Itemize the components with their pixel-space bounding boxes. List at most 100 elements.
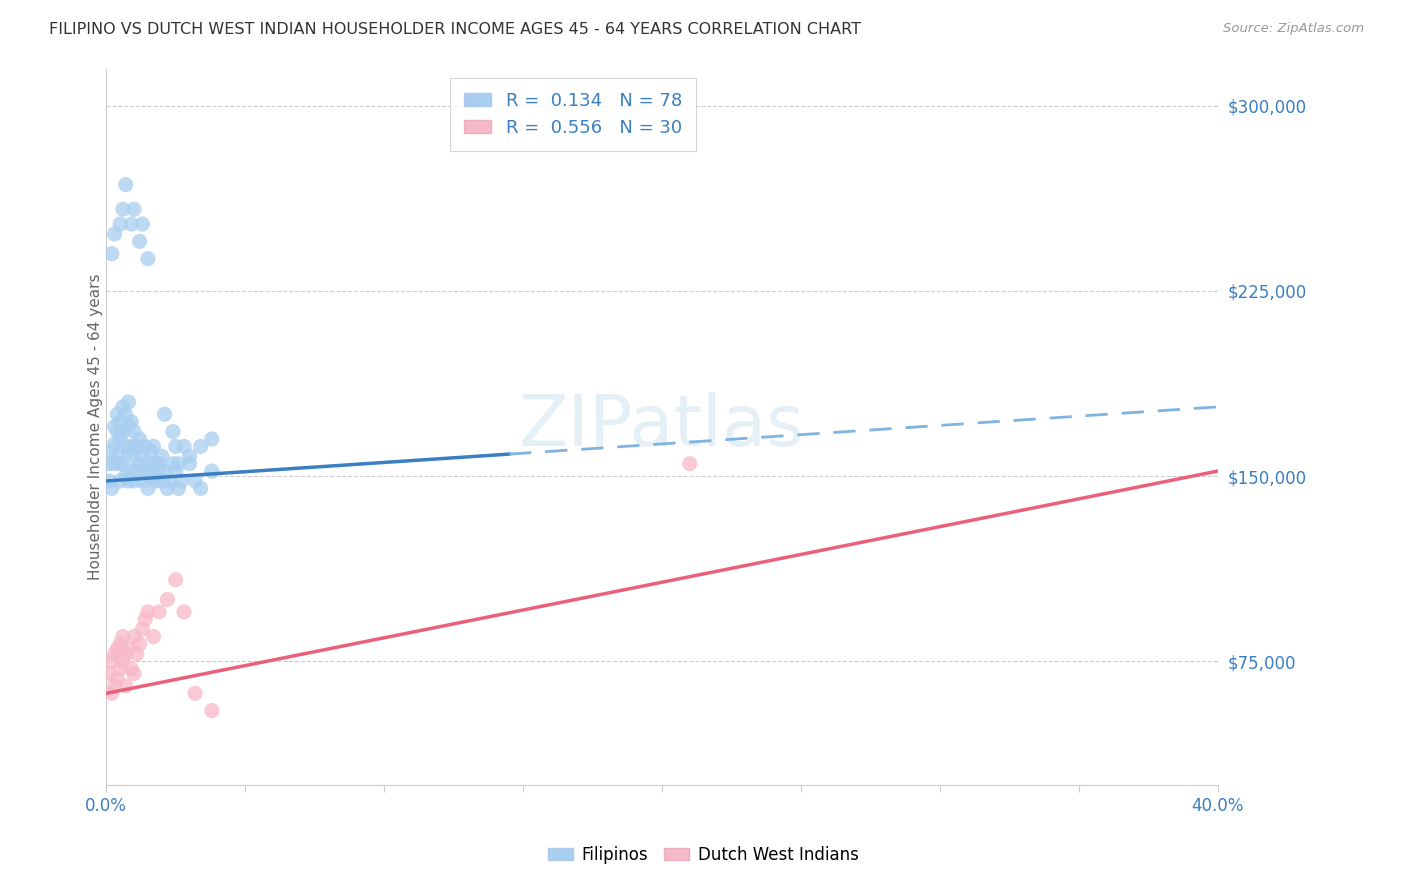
Point bbox=[184, 686, 207, 700]
Point bbox=[111, 654, 134, 668]
Point bbox=[201, 464, 224, 478]
Point bbox=[184, 474, 207, 488]
Point bbox=[122, 450, 145, 464]
Point bbox=[111, 630, 134, 644]
Point bbox=[173, 605, 195, 619]
Point bbox=[120, 439, 142, 453]
Point bbox=[103, 679, 125, 693]
Point bbox=[134, 612, 156, 626]
Text: ZIPatlas: ZIPatlas bbox=[519, 392, 804, 461]
Point bbox=[190, 439, 212, 453]
Point bbox=[103, 419, 125, 434]
Point bbox=[108, 662, 131, 676]
Point bbox=[134, 439, 156, 453]
Point bbox=[173, 439, 195, 453]
Point bbox=[136, 482, 159, 496]
Point bbox=[136, 252, 159, 266]
Point bbox=[162, 425, 184, 439]
Point bbox=[125, 464, 148, 478]
Point bbox=[131, 622, 153, 636]
Legend: Filipinos, Dutch West Indians: Filipinos, Dutch West Indians bbox=[541, 839, 865, 871]
Point bbox=[108, 432, 131, 446]
Point bbox=[142, 630, 165, 644]
Point bbox=[114, 647, 136, 661]
Point bbox=[103, 227, 125, 241]
Point bbox=[117, 419, 139, 434]
Point bbox=[139, 444, 162, 458]
Point bbox=[125, 647, 148, 661]
Point bbox=[117, 474, 139, 488]
Point bbox=[101, 482, 124, 496]
Point bbox=[156, 592, 179, 607]
Point bbox=[131, 450, 153, 464]
Point bbox=[120, 464, 142, 478]
Point bbox=[179, 450, 201, 464]
Point bbox=[108, 415, 131, 429]
Point bbox=[190, 482, 212, 496]
Point bbox=[131, 217, 153, 231]
Point bbox=[108, 474, 131, 488]
Point bbox=[114, 469, 136, 483]
Point bbox=[170, 474, 193, 488]
Point bbox=[105, 450, 128, 464]
Point bbox=[150, 450, 173, 464]
Point bbox=[136, 457, 159, 471]
Point bbox=[159, 474, 181, 488]
Point bbox=[101, 444, 124, 458]
Point bbox=[201, 704, 224, 718]
Point bbox=[145, 474, 167, 488]
Point bbox=[98, 666, 121, 681]
Point bbox=[122, 666, 145, 681]
Point bbox=[125, 439, 148, 453]
Point bbox=[134, 464, 156, 478]
Point bbox=[101, 686, 124, 700]
Point bbox=[128, 457, 150, 471]
Point bbox=[111, 457, 134, 471]
Point bbox=[122, 474, 145, 488]
Point bbox=[142, 457, 165, 471]
Point bbox=[111, 202, 134, 217]
Point bbox=[165, 464, 187, 478]
Point bbox=[103, 437, 125, 451]
Point bbox=[167, 482, 190, 496]
Point bbox=[131, 474, 153, 488]
Point bbox=[162, 457, 184, 471]
Point bbox=[165, 573, 187, 587]
Point bbox=[128, 432, 150, 446]
Point bbox=[98, 457, 121, 471]
Point bbox=[108, 217, 131, 231]
Text: FILIPINO VS DUTCH WEST INDIAN HOUSEHOLDER INCOME AGES 45 - 64 YEARS CORRELATION : FILIPINO VS DUTCH WEST INDIAN HOUSEHOLDE… bbox=[49, 22, 862, 37]
Point bbox=[105, 407, 128, 421]
Point bbox=[128, 235, 150, 249]
Point bbox=[120, 217, 142, 231]
Point bbox=[101, 654, 124, 668]
Point bbox=[108, 637, 131, 651]
Point bbox=[120, 415, 142, 429]
Point bbox=[142, 439, 165, 453]
Point bbox=[101, 246, 124, 260]
Point bbox=[105, 641, 128, 656]
Point bbox=[148, 457, 170, 471]
Point bbox=[156, 482, 179, 496]
Legend: R =  0.134   N = 78, R =  0.556   N = 30: R = 0.134 N = 78, R = 0.556 N = 30 bbox=[450, 78, 696, 152]
Point bbox=[105, 425, 128, 439]
Point bbox=[128, 637, 150, 651]
Point bbox=[98, 474, 121, 488]
Point bbox=[105, 672, 128, 686]
Point bbox=[111, 425, 134, 439]
Point bbox=[122, 202, 145, 217]
Point bbox=[117, 395, 139, 409]
Point bbox=[114, 407, 136, 421]
Point bbox=[179, 457, 201, 471]
Point bbox=[114, 679, 136, 693]
Point bbox=[153, 407, 176, 421]
Point bbox=[148, 464, 170, 478]
Point bbox=[165, 439, 187, 453]
Point bbox=[103, 647, 125, 661]
Point bbox=[103, 457, 125, 471]
Y-axis label: Householder Income Ages 45 - 64 years: Householder Income Ages 45 - 64 years bbox=[87, 273, 103, 580]
Point bbox=[201, 432, 224, 446]
Point bbox=[120, 662, 142, 676]
Point bbox=[117, 641, 139, 656]
Point bbox=[679, 457, 702, 471]
